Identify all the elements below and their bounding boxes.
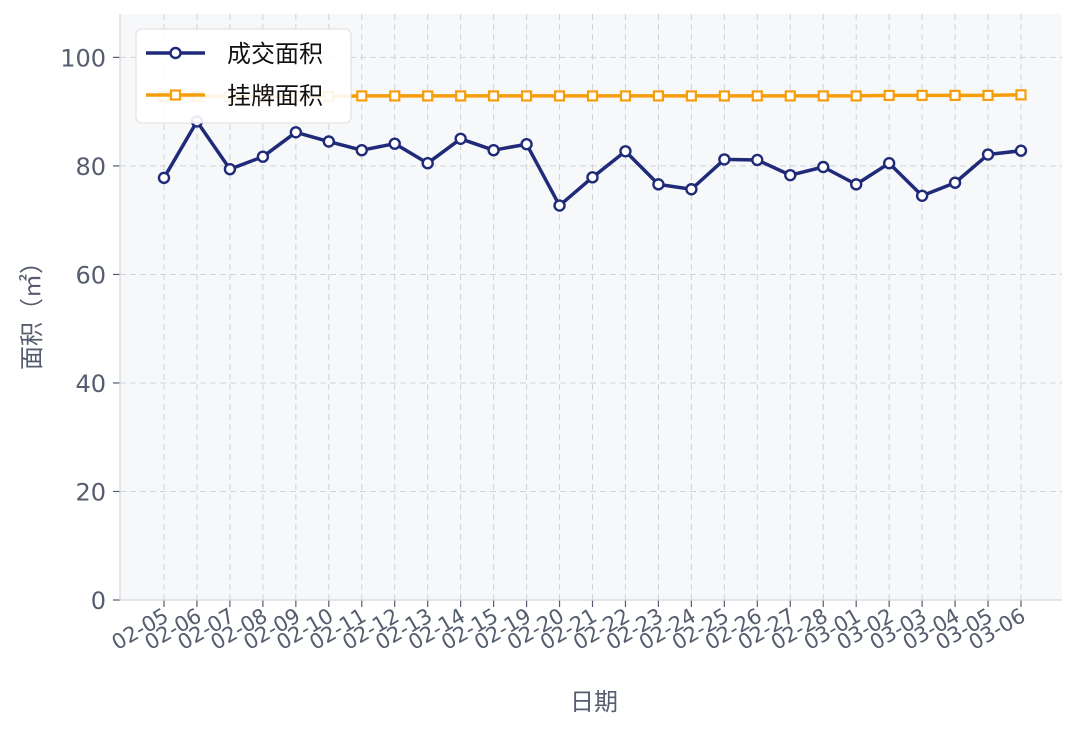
data-point	[389, 90, 401, 102]
series-sold-area	[157, 115, 1028, 212]
data-point	[586, 171, 599, 184]
y-tick-label: 80	[75, 153, 106, 181]
data-point	[157, 171, 171, 185]
data-point	[455, 90, 467, 102]
legend-swatch-marker	[169, 89, 182, 101]
data-point	[817, 160, 830, 174]
grid-lines	[120, 14, 1062, 600]
data-point	[520, 138, 533, 151]
legend-label: 成交面积	[227, 40, 323, 68]
y-tick-label: 60	[75, 261, 106, 289]
y-tick-label: 0	[91, 587, 106, 615]
data-point	[1014, 144, 1028, 157]
data-point	[916, 89, 928, 101]
data-point	[685, 183, 698, 196]
data-point	[520, 90, 533, 102]
data-point	[356, 90, 368, 102]
data-point	[1015, 89, 1027, 101]
data-point	[619, 90, 632, 102]
data-point	[751, 90, 763, 102]
legend-item: 挂牌面积	[146, 82, 323, 110]
y-tick-label: 100	[60, 44, 106, 72]
data-point	[982, 89, 994, 101]
data-point	[355, 143, 368, 157]
data-point	[388, 137, 401, 150]
data-point	[948, 176, 962, 189]
data-point	[850, 90, 862, 102]
data-point	[256, 150, 270, 163]
data-point	[718, 153, 731, 166]
data-point	[421, 157, 434, 170]
data-point	[718, 90, 730, 102]
data-point	[882, 157, 896, 170]
data-point	[487, 143, 500, 157]
data-point	[883, 89, 895, 101]
data-point	[422, 90, 434, 102]
data-point	[915, 189, 929, 202]
series-layer	[157, 89, 1028, 212]
data-point	[817, 90, 829, 102]
data-point	[586, 90, 599, 102]
legend-item: 成交面积	[146, 40, 323, 68]
data-point	[652, 90, 665, 102]
data-point	[619, 145, 632, 158]
data-point	[949, 89, 961, 101]
data-point	[454, 132, 467, 145]
data-point	[849, 178, 863, 191]
data-point	[223, 162, 237, 176]
y-tick-label: 20	[75, 478, 106, 506]
legend-swatch-marker	[169, 46, 182, 60]
y-tick-label: 40	[75, 370, 106, 398]
data-point	[751, 153, 764, 167]
data-point	[652, 178, 665, 191]
data-point	[289, 126, 303, 139]
x-axis-title: 日期	[570, 688, 618, 716]
data-point	[322, 135, 336, 148]
data-point	[981, 148, 995, 161]
data-point	[784, 168, 797, 182]
y-axis-title: 面积（㎡）	[18, 250, 46, 370]
data-point	[553, 199, 566, 212]
data-point	[553, 90, 566, 102]
data-point	[784, 90, 796, 102]
data-point	[685, 90, 697, 102]
data-point	[488, 90, 500, 102]
legend-label: 挂牌面积	[227, 82, 323, 110]
